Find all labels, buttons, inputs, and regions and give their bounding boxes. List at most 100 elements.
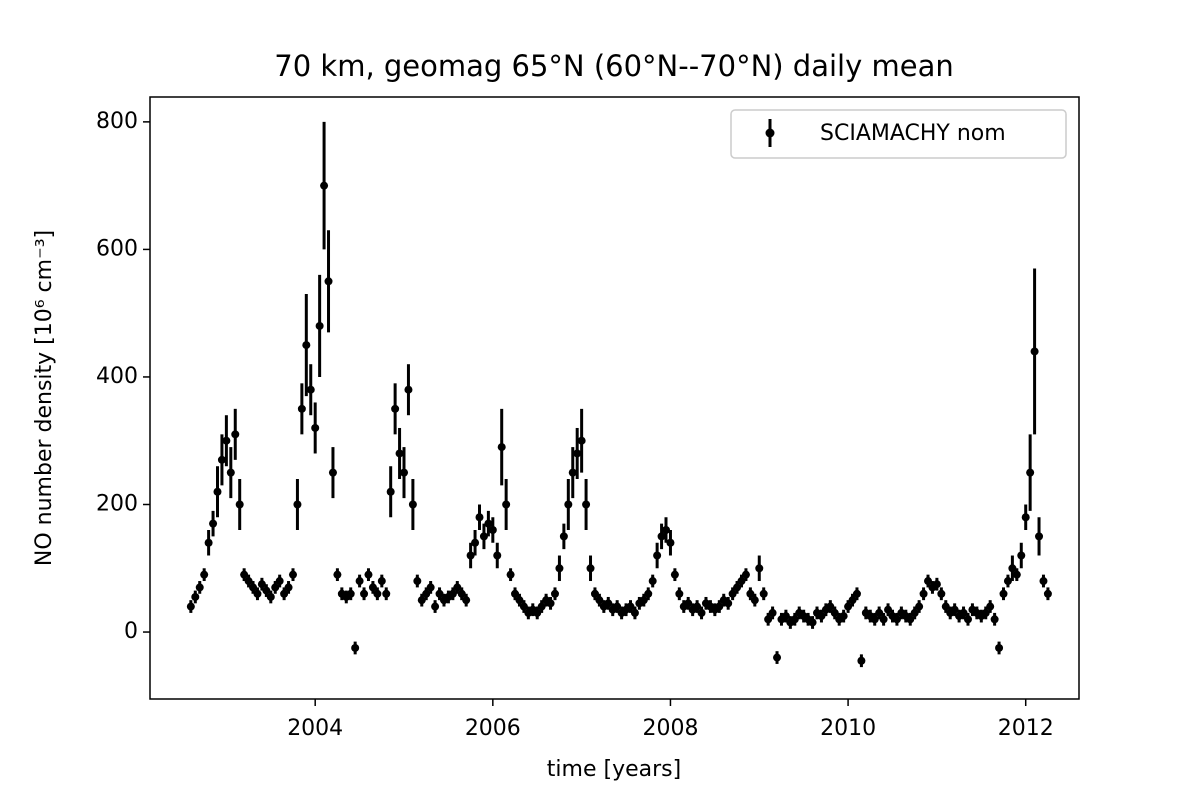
data-point <box>1026 468 1035 477</box>
data-point <box>830 608 839 617</box>
data-point <box>533 608 542 617</box>
data-point <box>484 519 493 528</box>
data-point <box>422 589 431 598</box>
data-point <box>400 468 409 477</box>
data-point <box>613 602 622 611</box>
data-point <box>191 592 200 601</box>
data-point <box>657 532 666 541</box>
data-point <box>488 526 497 535</box>
x-tick-label: 2008 <box>642 716 698 741</box>
data-point <box>435 589 444 598</box>
data-point <box>1043 589 1052 598</box>
data-point <box>670 570 679 579</box>
data-point <box>364 570 373 579</box>
y-tick-label: 800 <box>96 109 138 134</box>
data-point <box>515 596 524 605</box>
data-point <box>226 468 235 477</box>
data-point <box>595 596 604 605</box>
data-point <box>564 500 573 509</box>
data-point <box>990 615 999 624</box>
data-point <box>360 589 369 598</box>
x-tick-label: 2010 <box>820 716 876 741</box>
data-point <box>280 589 289 598</box>
data-point <box>431 602 440 611</box>
data-point <box>963 615 972 624</box>
data-point <box>626 602 635 611</box>
data-point <box>781 612 790 621</box>
data-point <box>666 538 675 547</box>
data-point <box>884 605 893 614</box>
data-point <box>1008 564 1017 573</box>
data-point <box>249 583 258 592</box>
data-point <box>417 596 426 605</box>
data-point <box>697 608 706 617</box>
data-point <box>262 586 271 595</box>
data-point <box>346 589 355 598</box>
data-point <box>906 615 915 624</box>
data-point <box>684 599 693 608</box>
data-point <box>546 599 555 608</box>
data-point <box>257 580 266 589</box>
data-point <box>293 500 302 509</box>
data-point <box>879 615 888 624</box>
data-point <box>937 589 946 598</box>
x-axis-label: time [years] <box>547 757 681 782</box>
data-point <box>1039 577 1048 586</box>
data-point <box>919 589 928 598</box>
data-point <box>675 589 684 598</box>
data-point <box>724 599 733 608</box>
data-point <box>1030 347 1039 356</box>
data-point <box>506 570 515 579</box>
data-point <box>741 570 750 579</box>
data-point <box>932 580 941 589</box>
data-point <box>453 583 462 592</box>
legend-label: SCIAMACHY nom <box>820 121 1006 146</box>
data-point <box>586 564 595 573</box>
data-point <box>253 589 262 598</box>
data-point <box>915 602 924 611</box>
data-point <box>284 583 293 592</box>
y-tick-label: 400 <box>96 364 138 389</box>
y-tick-label: 0 <box>124 619 138 644</box>
legend-marker <box>765 128 775 138</box>
data-point <box>413 577 422 586</box>
data-point <box>306 385 315 394</box>
data-point <box>328 468 337 477</box>
data-point <box>324 277 333 286</box>
data-point <box>577 436 586 445</box>
data-point <box>559 532 568 541</box>
data-point <box>426 583 435 592</box>
data-point <box>373 589 382 598</box>
data-point <box>924 577 933 586</box>
data-point <box>808 618 817 627</box>
data-point <box>644 589 653 598</box>
data-point <box>448 589 457 598</box>
data-point <box>213 487 222 496</box>
data-point <box>511 589 520 598</box>
data-point <box>1035 532 1044 541</box>
data-point <box>910 608 919 617</box>
data-point <box>826 602 835 611</box>
data-point <box>391 404 400 413</box>
data-point <box>999 589 1008 598</box>
legend-box <box>730 109 1067 159</box>
data-point <box>235 500 244 509</box>
data-point <box>471 538 480 547</box>
data-point <box>941 602 950 611</box>
data-point <box>195 583 204 592</box>
data-point <box>271 583 280 592</box>
data-point <box>852 589 861 598</box>
data-point <box>209 519 218 528</box>
data-point <box>311 423 320 432</box>
data-point <box>320 181 329 190</box>
data-point <box>986 602 995 611</box>
data-point <box>395 449 404 458</box>
data-point <box>839 612 848 621</box>
data-point <box>550 589 559 598</box>
x-tick-label: 2004 <box>287 716 343 741</box>
data-point <box>275 577 284 586</box>
data-point <box>715 602 724 611</box>
data-point <box>200 570 209 579</box>
data-point <box>217 455 226 464</box>
chart-title: 70 km, geomag 65°N (60°N--70°N) daily me… <box>274 49 953 83</box>
